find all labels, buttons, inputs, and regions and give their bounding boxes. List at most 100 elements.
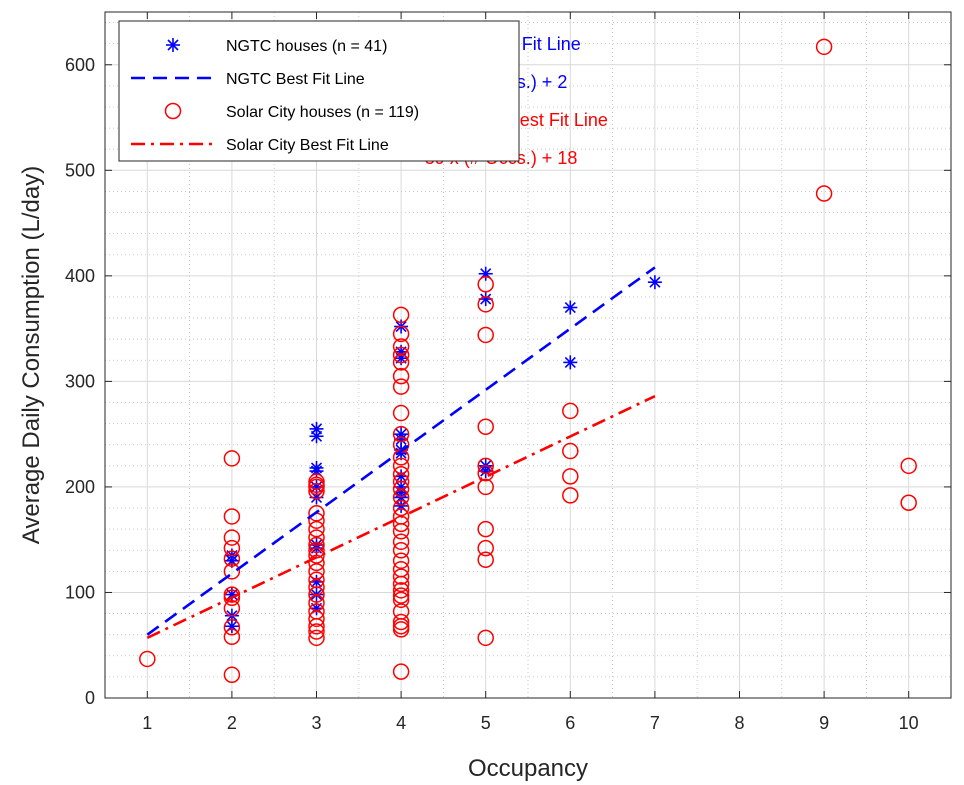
legend: NGTC houses (n = 41) NGTC Best Fit Line So…	[118, 20, 520, 162]
solar-city-house-marker	[308, 536, 325, 554]
solar-city-house-marker	[308, 529, 325, 546]
solar-city-house-marker	[392, 325, 410, 343]
solar-city-house-marker	[139, 650, 156, 668]
solar-city-house-marker	[477, 326, 494, 344]
solar-city-house-marker	[308, 623, 325, 640]
series-layer	[139, 38, 917, 684]
solar-city-house-marker	[308, 563, 325, 580]
best-fit-line-3	[146, 394, 656, 640]
solar-city-house-marker	[477, 539, 494, 557]
series-2	[139, 38, 917, 684]
solar-city-house-marker	[562, 402, 579, 420]
solar-city-house-marker	[477, 520, 494, 538]
x-tick-label: 8	[734, 713, 744, 733]
solar-city-house-marker	[308, 578, 325, 596]
solar-city-house-marker	[223, 508, 241, 525]
x-tick-labels: 1 2 3 4 5 6 7 8 9 10	[142, 713, 918, 733]
solar-city-house-marker	[308, 482, 325, 500]
solar-city-house-marker	[392, 338, 410, 355]
ngtc-house-marker	[309, 429, 324, 444]
solar-city-house-marker	[477, 551, 494, 568]
legend-items: NGTC houses (n = 41) NGTC Best Fit Line So…	[131, 38, 419, 154]
solar-city-house-marker	[392, 346, 410, 364]
solar-city-house-marker	[477, 418, 494, 436]
solar-city-house-marker	[308, 554, 325, 572]
legend-box	[118, 20, 520, 162]
solar-city-house-marker	[392, 378, 410, 395]
x-tick-label: 2	[227, 713, 237, 733]
solar-city-house-marker	[392, 575, 410, 593]
solar-city-house-marker	[223, 563, 241, 580]
solar-city-house-marker	[308, 610, 325, 628]
solar-city-house-marker	[392, 425, 410, 443]
solar-city-house-marker	[308, 586, 325, 603]
x-tick-label: 4	[396, 713, 406, 733]
x-tick-label: 1	[142, 713, 152, 733]
solar-city-house-marker	[477, 457, 494, 475]
solar-city-house-marker	[477, 629, 494, 647]
solar-city-house-marker	[308, 547, 325, 564]
solar-city-house-marker	[392, 480, 410, 498]
solar-city-house-marker	[392, 306, 410, 324]
solar-city-house-marker	[308, 478, 325, 496]
plot-frame	[104, 11, 952, 699]
solar-city-house-marker	[308, 505, 325, 522]
legend-label: Solar City houses (n = 119)	[226, 104, 419, 121]
y-tick-label: 0	[85, 688, 95, 708]
solar-city-house-marker	[477, 296, 494, 313]
solar-city-house-marker	[392, 404, 410, 422]
y-tick-label: 400	[65, 266, 95, 286]
solar-city-house-marker	[223, 450, 241, 467]
solar-city-house-marker	[562, 442, 579, 460]
solar-city-house-marker	[900, 457, 917, 475]
ngtc-house-marker	[478, 266, 493, 281]
y-tick-label: 600	[65, 55, 95, 75]
solar-city-house-marker	[392, 552, 410, 570]
solar-city-house-marker	[392, 541, 410, 559]
x-tick-label: 6	[565, 713, 575, 733]
solar-city-house-marker	[477, 478, 494, 496]
solar-city-house-marker	[392, 591, 410, 609]
solar-city-house-marker	[308, 629, 325, 647]
solar-city-house-marker	[562, 487, 579, 504]
legend-circle-icon	[164, 102, 182, 120]
best-fit-line-1	[146, 266, 656, 636]
ngtc-house-marker	[647, 275, 662, 290]
solar-city-house-marker	[392, 489, 410, 506]
solar-city-house-marker	[815, 185, 833, 202]
legend-label: NGTC houses (n = 41)	[226, 38, 387, 55]
legend-label: Solar City Best Fit Line	[226, 137, 389, 154]
y-axis-label: Average Daily Consumption (L/day)	[18, 166, 45, 544]
x-tick-label: 3	[311, 713, 321, 733]
x-axis-label: Occupancy	[468, 755, 588, 782]
solar-city-house-marker	[223, 589, 241, 606]
solar-city-house-marker	[392, 457, 410, 475]
x-tick-label: 10	[899, 713, 919, 733]
solar-city-house-marker	[223, 550, 241, 567]
solar-city-house-marker	[392, 663, 410, 680]
x-tick-label: 9	[819, 713, 829, 733]
solar-city-house-marker	[392, 613, 410, 631]
solar-city-house-marker	[308, 594, 325, 612]
solar-city-house-marker	[223, 529, 241, 546]
solar-city-house-marker	[392, 354, 410, 371]
y-tick-label: 500	[65, 160, 95, 180]
legend-label: NGTC Best Fit Line	[226, 71, 365, 88]
legend-asterisk-icon	[166, 38, 180, 52]
x-tick-label: 5	[481, 713, 491, 733]
solar-city-house-marker	[477, 276, 494, 293]
solar-city-house-marker	[392, 522, 410, 540]
solar-city-house-marker	[392, 533, 410, 551]
y-tick-label: 300	[65, 371, 95, 391]
solar-city-house-marker	[223, 539, 241, 557]
x-tick-label: 7	[650, 713, 660, 733]
solar-city-house-marker	[308, 520, 325, 538]
y-tick-labels: 0 100 200 300 400 500 600	[65, 55, 95, 708]
solar-city-house-marker	[223, 666, 241, 684]
solar-city-house-marker	[308, 617, 325, 635]
y-tick-label: 200	[65, 477, 95, 497]
ngtc-house-marker	[563, 355, 578, 370]
ngtc-house-marker	[563, 300, 578, 315]
solar-city-house-marker	[815, 38, 833, 56]
